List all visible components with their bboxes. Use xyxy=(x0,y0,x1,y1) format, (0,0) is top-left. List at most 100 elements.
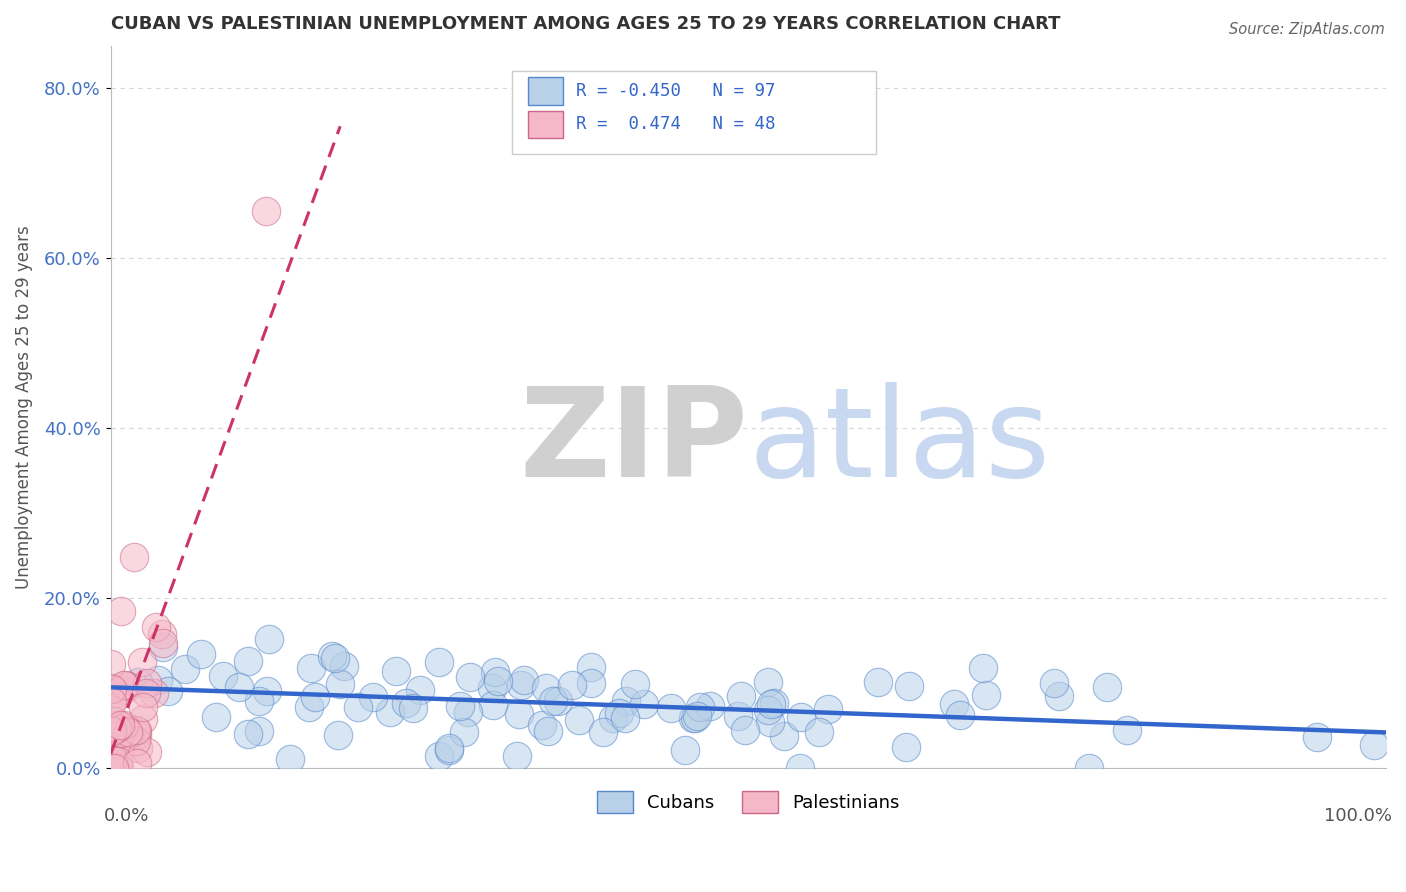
Point xyxy=(107,754,129,768)
Text: Source: ZipAtlas.com: Source: ZipAtlas.com xyxy=(1229,22,1385,37)
Point xyxy=(247,694,270,708)
Point xyxy=(361,690,384,704)
Point xyxy=(773,729,796,743)
Point xyxy=(125,723,148,737)
Text: CUBAN VS PALESTINIAN UNEMPLOYMENT AMONG AGES 25 TO 29 YEARS CORRELATION CHART: CUBAN VS PALESTINIAN UNEMPLOYMENT AMONG … xyxy=(111,15,1060,33)
Point xyxy=(150,627,173,641)
Point xyxy=(131,655,153,669)
Point xyxy=(894,740,917,755)
Point xyxy=(1095,680,1118,694)
Point xyxy=(100,725,122,739)
Point xyxy=(143,686,166,700)
Point xyxy=(602,711,624,725)
Point xyxy=(108,718,131,732)
Point xyxy=(974,688,997,702)
Point xyxy=(108,719,131,733)
Point xyxy=(579,676,602,690)
Point xyxy=(758,715,780,730)
Point xyxy=(1116,723,1139,738)
Point xyxy=(228,680,250,694)
Point xyxy=(409,682,432,697)
Text: R = -0.450   N = 97: R = -0.450 N = 97 xyxy=(576,82,776,100)
Bar xyxy=(527,111,564,138)
Point xyxy=(482,698,505,713)
Point xyxy=(759,697,782,711)
Point xyxy=(174,662,197,676)
Point xyxy=(101,681,124,696)
Point xyxy=(481,681,503,695)
Point xyxy=(112,717,135,731)
Point xyxy=(1362,738,1385,752)
Point xyxy=(211,669,233,683)
Text: ZIP: ZIP xyxy=(519,383,748,503)
Point xyxy=(1049,690,1071,704)
Point xyxy=(104,754,127,768)
Point xyxy=(132,712,155,726)
Point xyxy=(659,700,682,714)
Point xyxy=(101,723,124,737)
Point xyxy=(111,683,134,698)
Point xyxy=(332,659,354,673)
Point xyxy=(101,695,124,709)
Point xyxy=(808,725,831,739)
Point xyxy=(427,655,450,669)
Point xyxy=(579,660,602,674)
Point xyxy=(146,673,169,687)
Point xyxy=(190,647,212,661)
Point xyxy=(152,640,174,654)
Point xyxy=(817,702,839,716)
Point xyxy=(508,706,530,721)
Point xyxy=(385,665,408,679)
Point xyxy=(118,727,141,741)
Text: R =  0.474   N = 48: R = 0.474 N = 48 xyxy=(576,115,776,134)
Point xyxy=(347,699,370,714)
Point xyxy=(727,709,749,723)
Point xyxy=(568,713,591,727)
Point xyxy=(758,703,780,717)
Point xyxy=(298,699,321,714)
Point xyxy=(513,673,536,687)
Point xyxy=(530,717,553,731)
Y-axis label: Unemployment Among Ages 25 to 29 years: Unemployment Among Ages 25 to 29 years xyxy=(15,225,32,589)
Point xyxy=(100,724,122,739)
Point xyxy=(624,677,647,691)
Point xyxy=(1043,675,1066,690)
Point xyxy=(762,696,785,710)
Point xyxy=(323,651,346,665)
Point xyxy=(536,681,558,696)
Point xyxy=(105,685,128,699)
Point xyxy=(439,743,461,757)
Point xyxy=(132,700,155,714)
Point xyxy=(484,665,506,680)
Point xyxy=(1077,761,1099,775)
Text: 0.0%: 0.0% xyxy=(104,807,149,825)
Point xyxy=(110,726,132,740)
Point xyxy=(204,710,226,724)
Point xyxy=(543,694,565,708)
Point xyxy=(238,654,260,668)
Point xyxy=(790,710,813,724)
Point xyxy=(898,679,921,693)
Point xyxy=(506,749,529,764)
Point xyxy=(699,698,721,713)
Point xyxy=(395,696,418,710)
Point xyxy=(101,730,124,744)
Point xyxy=(321,648,343,663)
Point xyxy=(108,761,131,775)
Point xyxy=(103,753,125,767)
Point xyxy=(247,724,270,739)
Point xyxy=(607,706,630,720)
Point xyxy=(125,728,148,742)
Point xyxy=(437,741,460,756)
Point xyxy=(135,686,157,700)
Point xyxy=(949,707,972,722)
Point xyxy=(101,681,124,695)
Point xyxy=(125,756,148,771)
Point xyxy=(427,748,450,763)
Point xyxy=(256,684,278,698)
Point xyxy=(972,661,994,675)
Point xyxy=(110,603,132,617)
Point xyxy=(592,724,614,739)
Point xyxy=(152,636,174,650)
Point xyxy=(127,723,149,738)
